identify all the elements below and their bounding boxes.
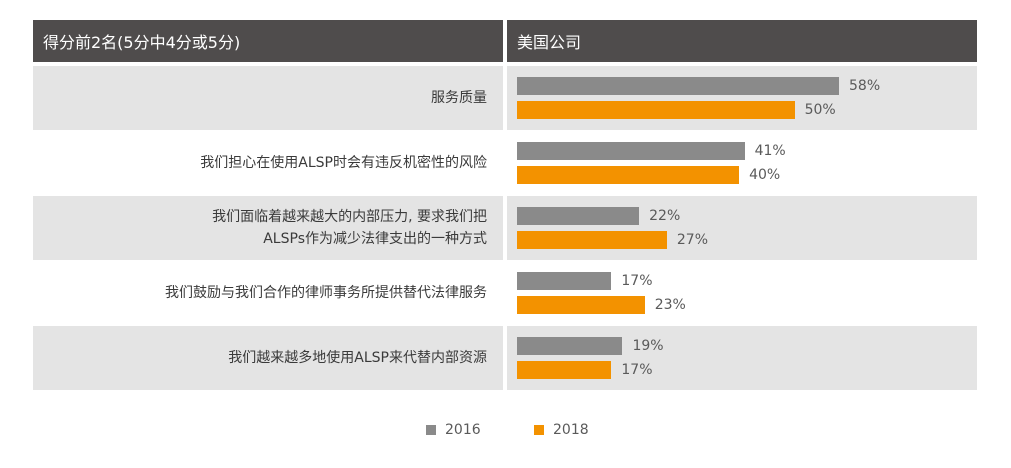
bar-value-label: 58% bbox=[849, 78, 881, 94]
bar-value-label: 17% bbox=[621, 362, 653, 378]
bar-2016 bbox=[517, 337, 623, 355]
bar-2018 bbox=[517, 101, 795, 119]
bar-2018 bbox=[517, 166, 740, 184]
legend-swatch bbox=[426, 425, 436, 435]
question-column-title: 得分前2名(5分中4分或5分) bbox=[43, 33, 241, 52]
bar-value-label: 17% bbox=[621, 273, 653, 289]
bar-row bbox=[507, 196, 977, 260]
category-label: 我们鼓励与我们合作的律师事务所提供替代法律服务 bbox=[33, 261, 503, 325]
legend-item: 2018 bbox=[534, 422, 589, 438]
category-label: 我们越来越多地使用ALSP来代替内部资源 bbox=[33, 326, 503, 390]
bar-value-label: 22% bbox=[649, 208, 681, 224]
bar-value-label: 40% bbox=[749, 167, 781, 183]
category-label: 我们面临着越来越大的内部压力, 要求我们把 ALSPs作为减少法律支出的一种方式 bbox=[33, 196, 503, 260]
bar-2016 bbox=[517, 207, 640, 225]
bar-value-label: 19% bbox=[632, 338, 664, 354]
category-label-line: 我们鼓励与我们合作的律师事务所提供替代法律服务 bbox=[165, 285, 487, 301]
bar-2016 bbox=[517, 142, 745, 160]
legend-label: 2018 bbox=[553, 422, 589, 438]
category-label-line: 服务质量 bbox=[431, 90, 487, 106]
category-label-line: 我们越来越多地使用ALSP来代替内部资源 bbox=[228, 350, 487, 366]
bar-value-label: 23% bbox=[654, 297, 686, 313]
bar-value-label: 27% bbox=[676, 232, 709, 248]
bar-row bbox=[507, 66, 977, 130]
bar-value-label: 41% bbox=[754, 143, 786, 159]
bar-2018 bbox=[517, 296, 645, 314]
question-column-header: 得分前2名(5分中4分或5分) bbox=[33, 20, 503, 62]
bar-2018 bbox=[517, 361, 612, 379]
company-column-title: 美国公司 bbox=[517, 33, 582, 52]
bar-value-label: 50% bbox=[804, 102, 836, 118]
company-column-header: 美国公司 bbox=[507, 20, 977, 62]
bar-2018 bbox=[517, 231, 667, 249]
bar-row bbox=[507, 131, 977, 195]
category-label: 服务质量 bbox=[33, 66, 503, 130]
category-label-line: ALSPs作为减少法律支出的一种方式 bbox=[263, 231, 487, 247]
category-label-line: 我们担心在使用ALSP时会有违反机密性的风险 bbox=[200, 155, 487, 171]
bar-2016 bbox=[517, 272, 612, 290]
legend-label: 2016 bbox=[445, 422, 481, 438]
bar-row bbox=[507, 326, 977, 390]
bar-row bbox=[507, 261, 977, 325]
category-label-line: 我们面临着越来越大的内部压力, 要求我们把 bbox=[212, 209, 487, 225]
legend-item: 2016 bbox=[426, 422, 481, 438]
bar-2016 bbox=[517, 77, 839, 95]
legend-swatch bbox=[534, 425, 544, 435]
category-label: 我们担心在使用ALSP时会有违反机密性的风险 bbox=[33, 131, 503, 195]
